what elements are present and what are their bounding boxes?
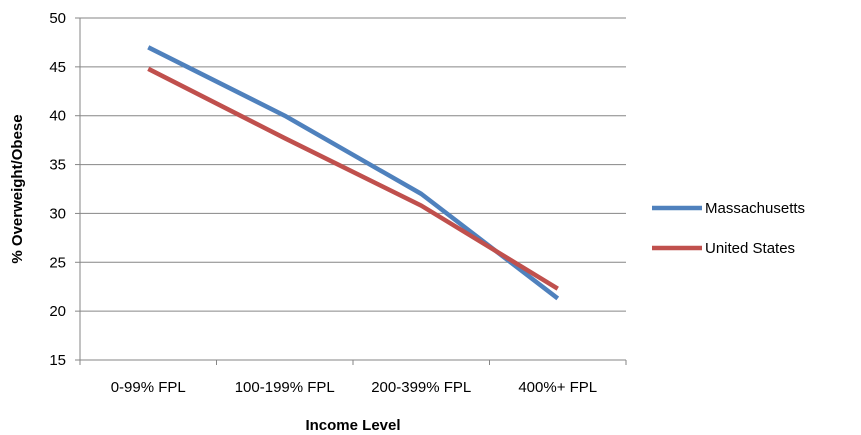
gridlines xyxy=(80,17,626,312)
x-tick-label: 200-399% FPL xyxy=(371,379,471,396)
y-axis-title: % Overweight/Obese xyxy=(9,114,26,263)
y-axis-ticks: 15 20 25 30 35 40 45 50 xyxy=(49,10,80,369)
y-tick-label: 50 xyxy=(49,10,66,27)
legend-label: Massachusetts xyxy=(705,200,805,217)
series-lines xyxy=(147,45,560,301)
y-tick-label: 40 xyxy=(49,108,66,125)
series-line-united-states xyxy=(147,66,559,291)
y-tick-label: 30 xyxy=(49,205,66,222)
y-tick-label: 20 xyxy=(49,303,66,320)
y-tick-label: 25 xyxy=(49,254,66,271)
legend-label: United States xyxy=(705,240,795,257)
x-tick-label: 0-99% FPL xyxy=(111,379,186,396)
x-axis-ticks: 0-99% FPL 100-199% FPL 200-399% FPL 400%+ F… xyxy=(79,360,627,396)
x-tick-label: 400%+ FPL xyxy=(518,379,597,396)
x-tick-label: 100-199% FPL xyxy=(235,379,335,396)
legend: Massachusetts United States xyxy=(652,200,805,257)
y-tick-label: 35 xyxy=(49,157,66,174)
y-tick-label: 15 xyxy=(49,352,66,369)
y-tick-label: 45 xyxy=(49,59,66,76)
x-axis-title: Income Level xyxy=(305,417,400,434)
